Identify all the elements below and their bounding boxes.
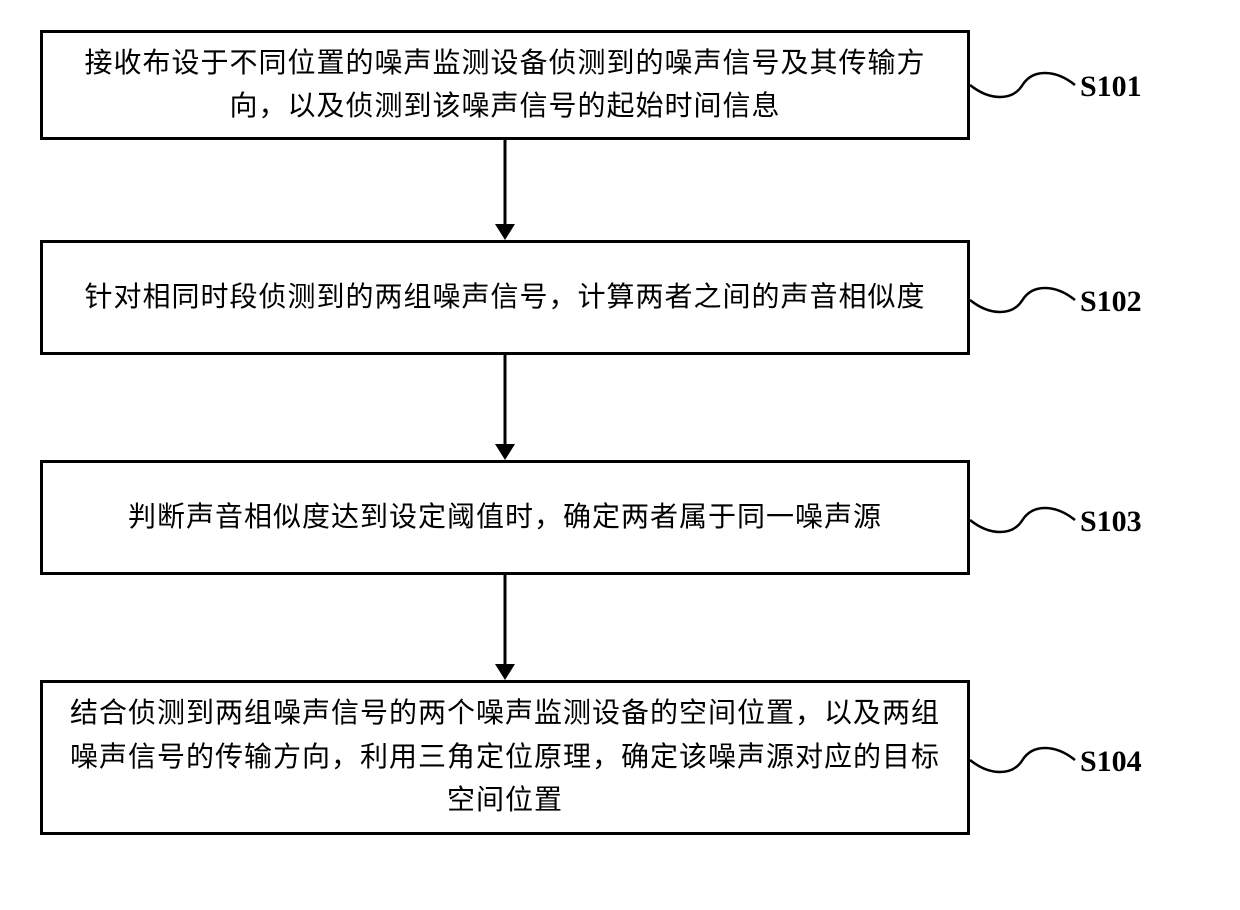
arrow-3 [495,575,515,680]
arrow-2 [495,355,515,460]
label-connector-3 [970,508,1075,532]
label-connector-4 [970,748,1075,772]
label-connector-2 [970,288,1075,312]
flowchart-canvas: 接收布设于不同位置的噪声监测设备侦测到的噪声信号及其传输方向，以及侦测到该噪声信… [0,0,1240,910]
label-connector-1 [970,73,1075,97]
connectors-svg [0,0,1240,910]
arrow-1 [495,140,515,240]
